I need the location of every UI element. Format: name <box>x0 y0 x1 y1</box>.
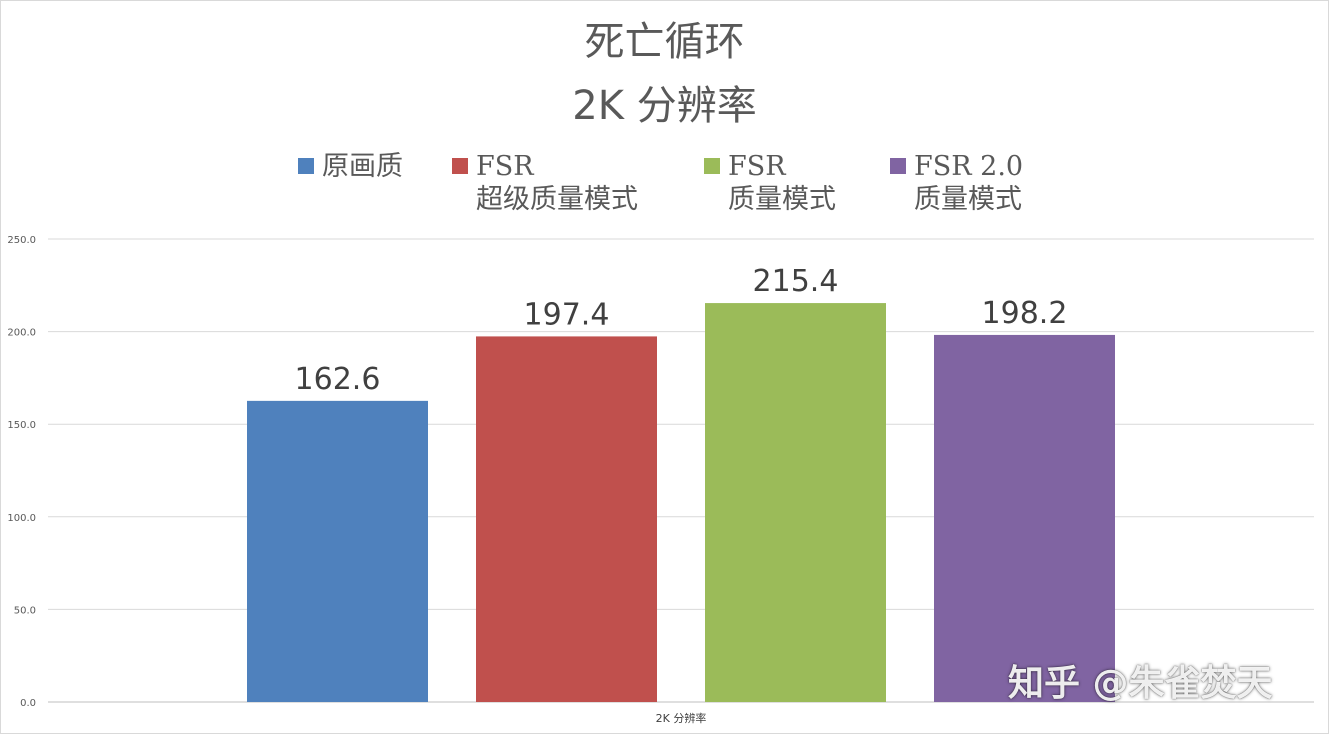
legend-swatch-fsr2-quality <box>890 158 906 174</box>
bar <box>705 303 886 702</box>
bar-data-label: 197.4 <box>524 297 610 332</box>
watermark: 知乎 @朱雀焚天 <box>1008 663 1273 704</box>
x-category-label: 2K 分辨率 <box>656 711 707 725</box>
legend-item-fsr-ultra: FSR 超级质量模式 <box>476 150 638 216</box>
chart-subtitle: 2K 分辨率 <box>572 83 757 129</box>
legend-label-fsr-quality-1: FSR <box>728 151 786 182</box>
y-tick-label: 250.0 <box>7 235 36 246</box>
legend-label-fsr2-quality-2: 质量模式 <box>914 184 1022 215</box>
legend-item-original: 原画质 <box>322 150 403 183</box>
legend-item-fsr2-quality: FSR 2.0 质量模式 <box>914 150 1023 216</box>
chart-title: 死亡循环 <box>584 19 745 65</box>
y-tick-label: 0.0 <box>20 698 36 709</box>
legend-item-fsr-quality: FSR 质量模式 <box>728 150 836 216</box>
bar-data-label: 215.4 <box>753 264 839 299</box>
legend-label-fsr2-quality-1: FSR 2.0 <box>914 151 1024 182</box>
y-tick-label: 100.0 <box>7 513 36 524</box>
legend-swatch-fsr-ultra <box>452 158 468 174</box>
legend-label-fsr-ultra-1: FSR <box>476 151 534 182</box>
legend-label-fsr-ultra-2: 超级质量模式 <box>476 184 638 215</box>
bar-data-label: 198.2 <box>982 296 1068 331</box>
y-tick-label: 200.0 <box>7 328 36 339</box>
legend-label-fsr-quality-2: 质量模式 <box>728 184 836 215</box>
bar <box>934 334 1115 702</box>
bar <box>247 400 428 702</box>
bar <box>476 336 657 702</box>
legend-swatch-original <box>298 158 314 174</box>
legend-swatch-fsr-quality <box>704 158 720 174</box>
bar-data-label: 162.6 <box>295 362 381 397</box>
y-tick-label: 150.0 <box>7 420 36 431</box>
y-tick-label: 50.0 <box>14 605 36 616</box>
legend-label-original: 原画质 <box>322 151 403 182</box>
